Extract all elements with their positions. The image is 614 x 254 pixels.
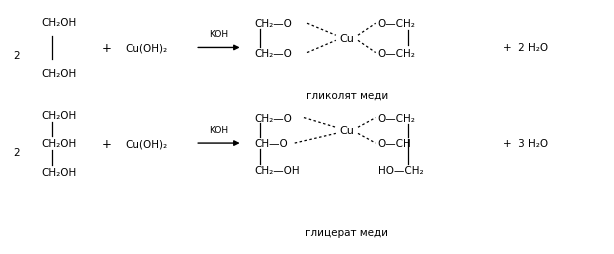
Text: O—CH: O—CH xyxy=(378,138,411,149)
Text: CH₂OH: CH₂OH xyxy=(42,168,77,178)
Text: CH₂—OH: CH₂—OH xyxy=(255,165,300,175)
Text: 2: 2 xyxy=(14,147,20,157)
Text: HO—CH₂: HO—CH₂ xyxy=(378,165,423,175)
Text: CH₂OH: CH₂OH xyxy=(42,69,77,79)
Text: CH₂—O: CH₂—O xyxy=(255,19,293,29)
Text: гликолят меди: гликолят меди xyxy=(306,90,388,100)
Text: KOH: KOH xyxy=(209,30,228,39)
Text: глицерат меди: глицерат меди xyxy=(305,227,389,237)
Text: +: + xyxy=(101,137,111,150)
Text: Cu(OH)₂: Cu(OH)₂ xyxy=(126,43,168,53)
Text: CH₂OH: CH₂OH xyxy=(42,110,77,121)
Text: O—CH₂: O—CH₂ xyxy=(378,113,416,123)
Text: CH₂—O: CH₂—O xyxy=(255,113,293,123)
Text: KOH: KOH xyxy=(209,125,228,134)
Text: +  2 H₂O: + 2 H₂O xyxy=(503,43,548,53)
Text: Cu(OH)₂: Cu(OH)₂ xyxy=(126,138,168,149)
Text: CH₂OH: CH₂OH xyxy=(42,18,77,28)
Text: +  3 H₂O: + 3 H₂O xyxy=(503,138,548,149)
Text: CH₂—O: CH₂—O xyxy=(255,48,293,58)
Text: O—CH₂: O—CH₂ xyxy=(378,48,416,58)
Text: Cu: Cu xyxy=(340,126,354,136)
Text: CH₂OH: CH₂OH xyxy=(42,138,77,149)
Text: CH—O: CH—O xyxy=(255,138,289,149)
Text: Cu: Cu xyxy=(340,34,354,44)
Text: 2: 2 xyxy=(14,51,20,61)
Text: +: + xyxy=(101,42,111,55)
Text: O—CH₂: O—CH₂ xyxy=(378,19,416,29)
